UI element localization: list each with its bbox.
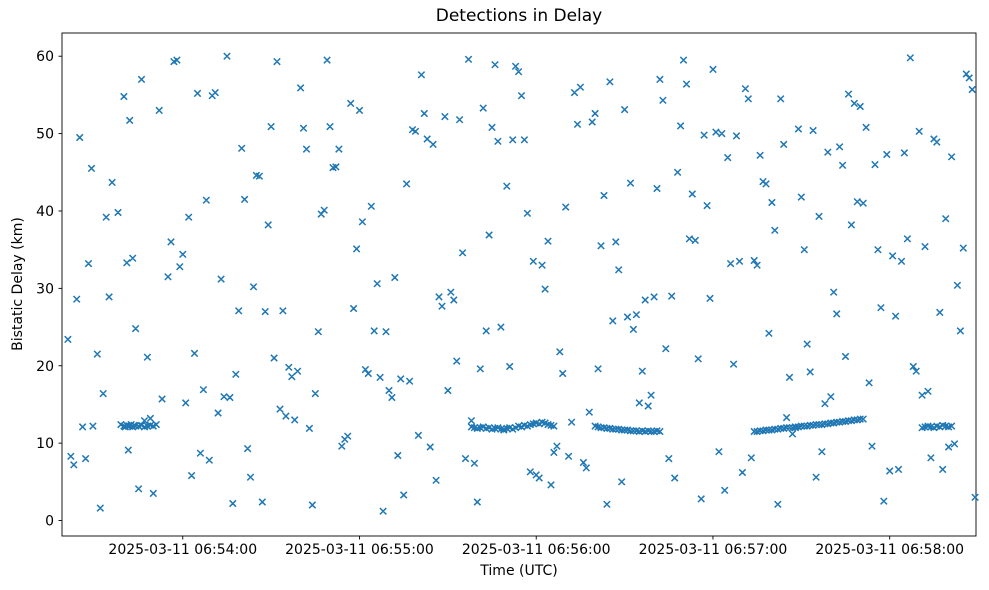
y-tick-label: 10 (36, 436, 54, 452)
x-tick-label: 2025-03-11 06:54:00 (108, 542, 257, 558)
x-tick-label: 2025-03-11 06:58:00 (815, 542, 964, 558)
y-tick-label: 20 (36, 359, 54, 375)
x-tick-label: 2025-03-11 06:57:00 (639, 542, 788, 558)
scatter-markers (64, 52, 979, 515)
y-axis-label: Bistatic Delay (km) (10, 217, 26, 351)
y-tick-label: 40 (36, 204, 54, 220)
y-tick-label: 60 (36, 49, 54, 65)
y-tick-label: 0 (45, 514, 54, 530)
x-tick-label: 2025-03-11 06:56:00 (462, 542, 611, 558)
y-tick-label: 50 (36, 127, 54, 143)
chart-title: Detections in Delay (435, 6, 603, 26)
x-axis-label: Time (UTC) (480, 563, 558, 579)
x-tick-label: 2025-03-11 06:55:00 (285, 542, 434, 558)
y-tick-label: 30 (36, 281, 54, 297)
axes-frame (61, 32, 977, 537)
